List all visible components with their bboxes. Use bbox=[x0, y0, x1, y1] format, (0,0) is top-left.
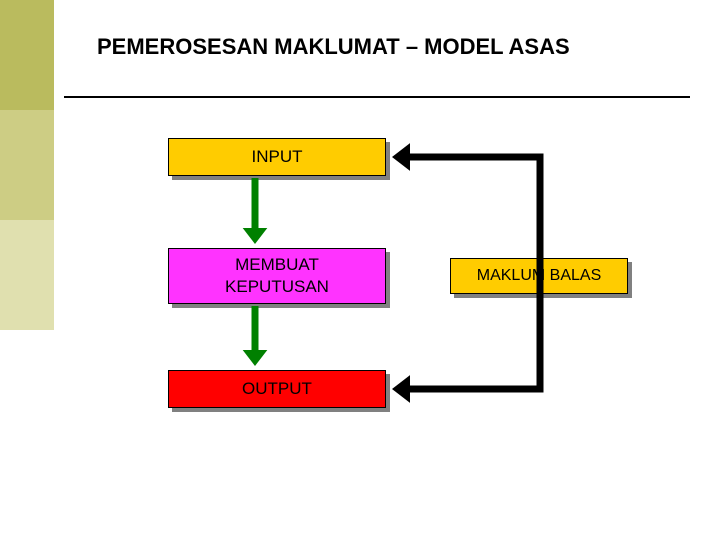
diagram-arrows bbox=[0, 0, 720, 540]
